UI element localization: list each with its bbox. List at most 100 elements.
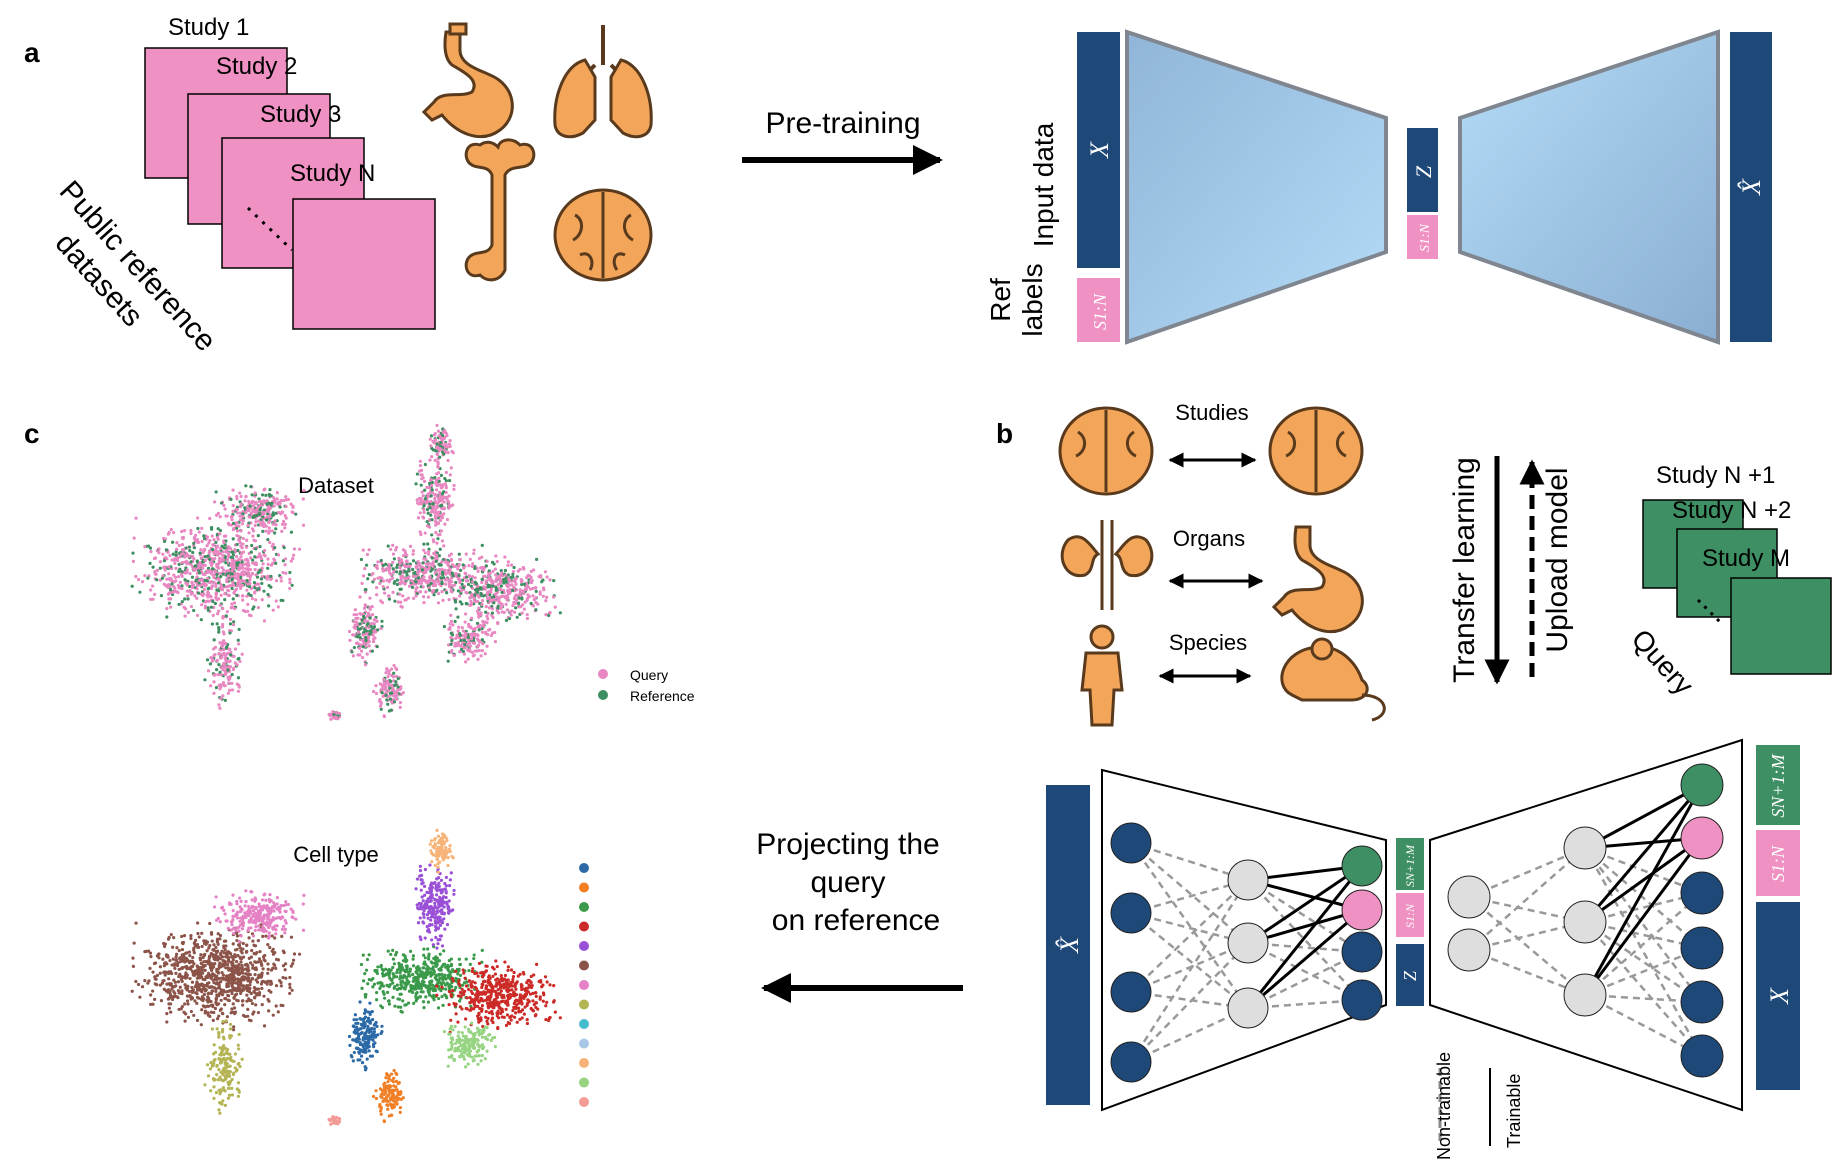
studies-label: Studies <box>1175 400 1248 425</box>
dataset-point <box>180 529 184 534</box>
celltype-point <box>231 942 235 946</box>
dataset-point <box>447 479 452 483</box>
dataset-point <box>246 523 250 528</box>
dataset-point <box>520 603 525 607</box>
dataset-point <box>195 537 200 542</box>
celltype-point <box>457 967 461 971</box>
dataset-point <box>432 551 436 556</box>
celltype-point <box>240 927 244 931</box>
celltype-point <box>406 1001 411 1005</box>
dataset-point <box>422 557 426 561</box>
celltype-point <box>189 965 193 969</box>
dataset-point <box>177 602 181 607</box>
dataset-point <box>446 451 450 455</box>
dataset-point <box>465 591 469 595</box>
dataset-point <box>383 591 387 595</box>
dataset-point <box>396 600 400 604</box>
dataset-point <box>255 575 260 579</box>
dataset-point <box>433 571 437 575</box>
celltype-point <box>401 959 406 963</box>
dataset-point <box>416 570 420 575</box>
dataset-point <box>389 547 393 552</box>
dataset-point <box>269 563 274 567</box>
dataset-point <box>455 633 459 637</box>
celltype-point <box>174 958 178 962</box>
dataset-point <box>502 577 506 582</box>
frozen-edge <box>1583 847 1704 1057</box>
dataset-point <box>487 606 492 610</box>
dataset-point <box>181 535 186 540</box>
celltype-point <box>174 955 178 959</box>
net-right-x-symbol: X <box>1765 987 1794 1005</box>
celltype-point <box>272 901 276 905</box>
celltype-point <box>146 981 150 985</box>
celltype-point <box>495 964 499 969</box>
dataset-point <box>214 490 218 494</box>
celltype-point <box>248 909 252 913</box>
dataset-point <box>203 606 207 610</box>
celltype-point <box>378 986 382 990</box>
celltype-point <box>162 964 166 968</box>
celltype-point <box>153 997 157 1001</box>
celltype-point <box>157 952 161 956</box>
dataset-point <box>215 535 220 539</box>
dataset-point <box>267 526 271 530</box>
dataset-point <box>500 604 504 608</box>
dataset-point <box>461 649 466 654</box>
dataset-point <box>267 505 271 509</box>
dataset-point <box>498 577 502 582</box>
celltype-point <box>360 986 364 990</box>
celltype-point <box>173 966 177 971</box>
study-n-label: Study N <box>290 160 375 187</box>
dataset-point <box>495 609 499 613</box>
dataset-point <box>398 587 402 591</box>
dataset-point <box>451 623 455 627</box>
celltype-point <box>221 958 225 963</box>
celltype-point <box>218 1008 222 1012</box>
dataset-point <box>162 539 167 543</box>
dataset-point <box>412 596 416 600</box>
dataset-point <box>283 522 287 526</box>
study-3-label: Study 3 <box>260 101 341 128</box>
dataset-point <box>425 520 429 524</box>
celltype-point <box>239 907 244 911</box>
celltype-point <box>375 998 379 1002</box>
celltype-point <box>247 1018 252 1022</box>
celltype-point <box>223 997 227 1001</box>
dataset-point <box>235 494 239 499</box>
dataset-point <box>500 610 504 614</box>
celltype-point <box>212 957 216 961</box>
net-latent-node <box>1341 979 1383 1021</box>
celltype-point <box>183 983 187 987</box>
dataset-point <box>506 585 510 589</box>
celltype-point <box>302 893 306 897</box>
dataset-point <box>449 642 453 647</box>
dataset-point <box>434 515 438 519</box>
dataset-point <box>399 604 403 608</box>
celltype-point <box>239 957 243 961</box>
celltype-point <box>183 1019 187 1023</box>
dataset-point <box>217 609 221 613</box>
dataset-point <box>215 572 219 577</box>
celltype-point <box>414 999 418 1003</box>
celltype-point <box>155 983 159 987</box>
celltype-point <box>134 921 138 925</box>
celltype-point <box>196 921 200 925</box>
dataset-point <box>232 666 236 670</box>
dataset-point <box>219 673 224 677</box>
celltype-point <box>165 988 170 992</box>
net-sref-symbol: S1:N <box>1403 903 1417 928</box>
dataset-point <box>436 429 441 433</box>
dataset-point <box>248 574 252 578</box>
dataset-point <box>526 593 530 597</box>
dataset-point <box>434 523 438 527</box>
celltype-point <box>238 919 242 923</box>
dataset-point <box>457 574 461 578</box>
dataset-point <box>454 580 458 585</box>
dataset-point <box>453 619 457 624</box>
dataset-point <box>480 577 484 582</box>
celltype-point <box>247 913 251 918</box>
dataset-point <box>189 560 193 564</box>
celltype-point <box>212 943 216 947</box>
dataset-point <box>250 572 254 576</box>
